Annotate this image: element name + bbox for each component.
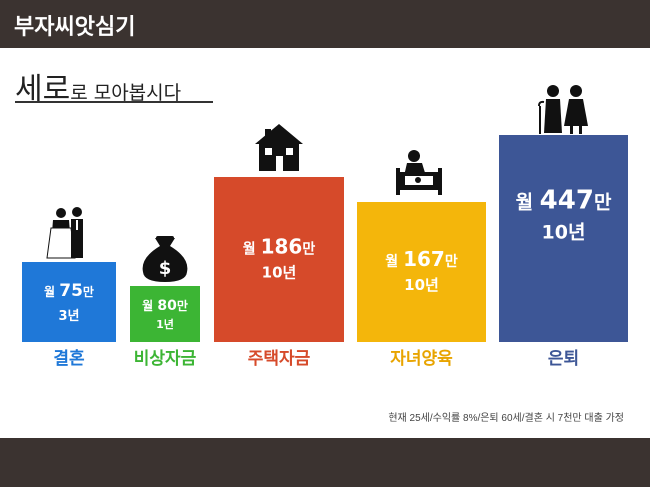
bar-value-label-2: 월 80만	[142, 298, 188, 314]
bar-2	[130, 286, 200, 342]
bar-3	[214, 177, 344, 342]
category-label-2: 비상자금	[134, 349, 197, 369]
svg-text:$: $	[159, 258, 172, 279]
bar-5	[499, 135, 628, 342]
bar-period-label-4: 10년	[404, 276, 439, 294]
bar-period-label-3: 10년	[262, 264, 297, 282]
footnote: 현재 25세/수익률 8%/은퇴 60세/결혼 시 7천만 대출 가정	[388, 413, 624, 424]
elderly-couple-icon	[538, 85, 588, 134]
category-label-5: 은퇴	[548, 349, 579, 369]
headline-underline	[15, 101, 213, 103]
bar-period-label-5: 10년	[542, 222, 586, 244]
wedding-couple-icon	[46, 207, 83, 259]
bar-1	[22, 262, 116, 342]
money-bag-icon: $	[142, 236, 188, 282]
headline-rest: 로 모아봅시다	[70, 82, 182, 104]
baby-crib-icon	[396, 150, 442, 195]
bar-period-label-2: 1년	[156, 317, 174, 331]
category-label-4: 자녀양육	[390, 349, 453, 369]
category-label-1: 결혼	[53, 348, 85, 369]
house-icon	[255, 124, 303, 171]
category-label-3: 주택자금	[248, 349, 311, 369]
top-bar: 부자씨앗심기	[0, 0, 650, 48]
bar-value-label-4: 월 167만	[385, 247, 458, 271]
brand-title: 부자씨앗심기	[14, 15, 136, 40]
bar-period-label-1: 3년	[58, 309, 79, 324]
bar-4	[357, 202, 486, 342]
bar-value-label-5: 월 447만	[516, 186, 612, 216]
bar-value-label-3: 월 186만	[243, 235, 316, 259]
bar-value-label-1: 월 75만	[44, 281, 94, 301]
bottom-bar	[0, 438, 650, 487]
